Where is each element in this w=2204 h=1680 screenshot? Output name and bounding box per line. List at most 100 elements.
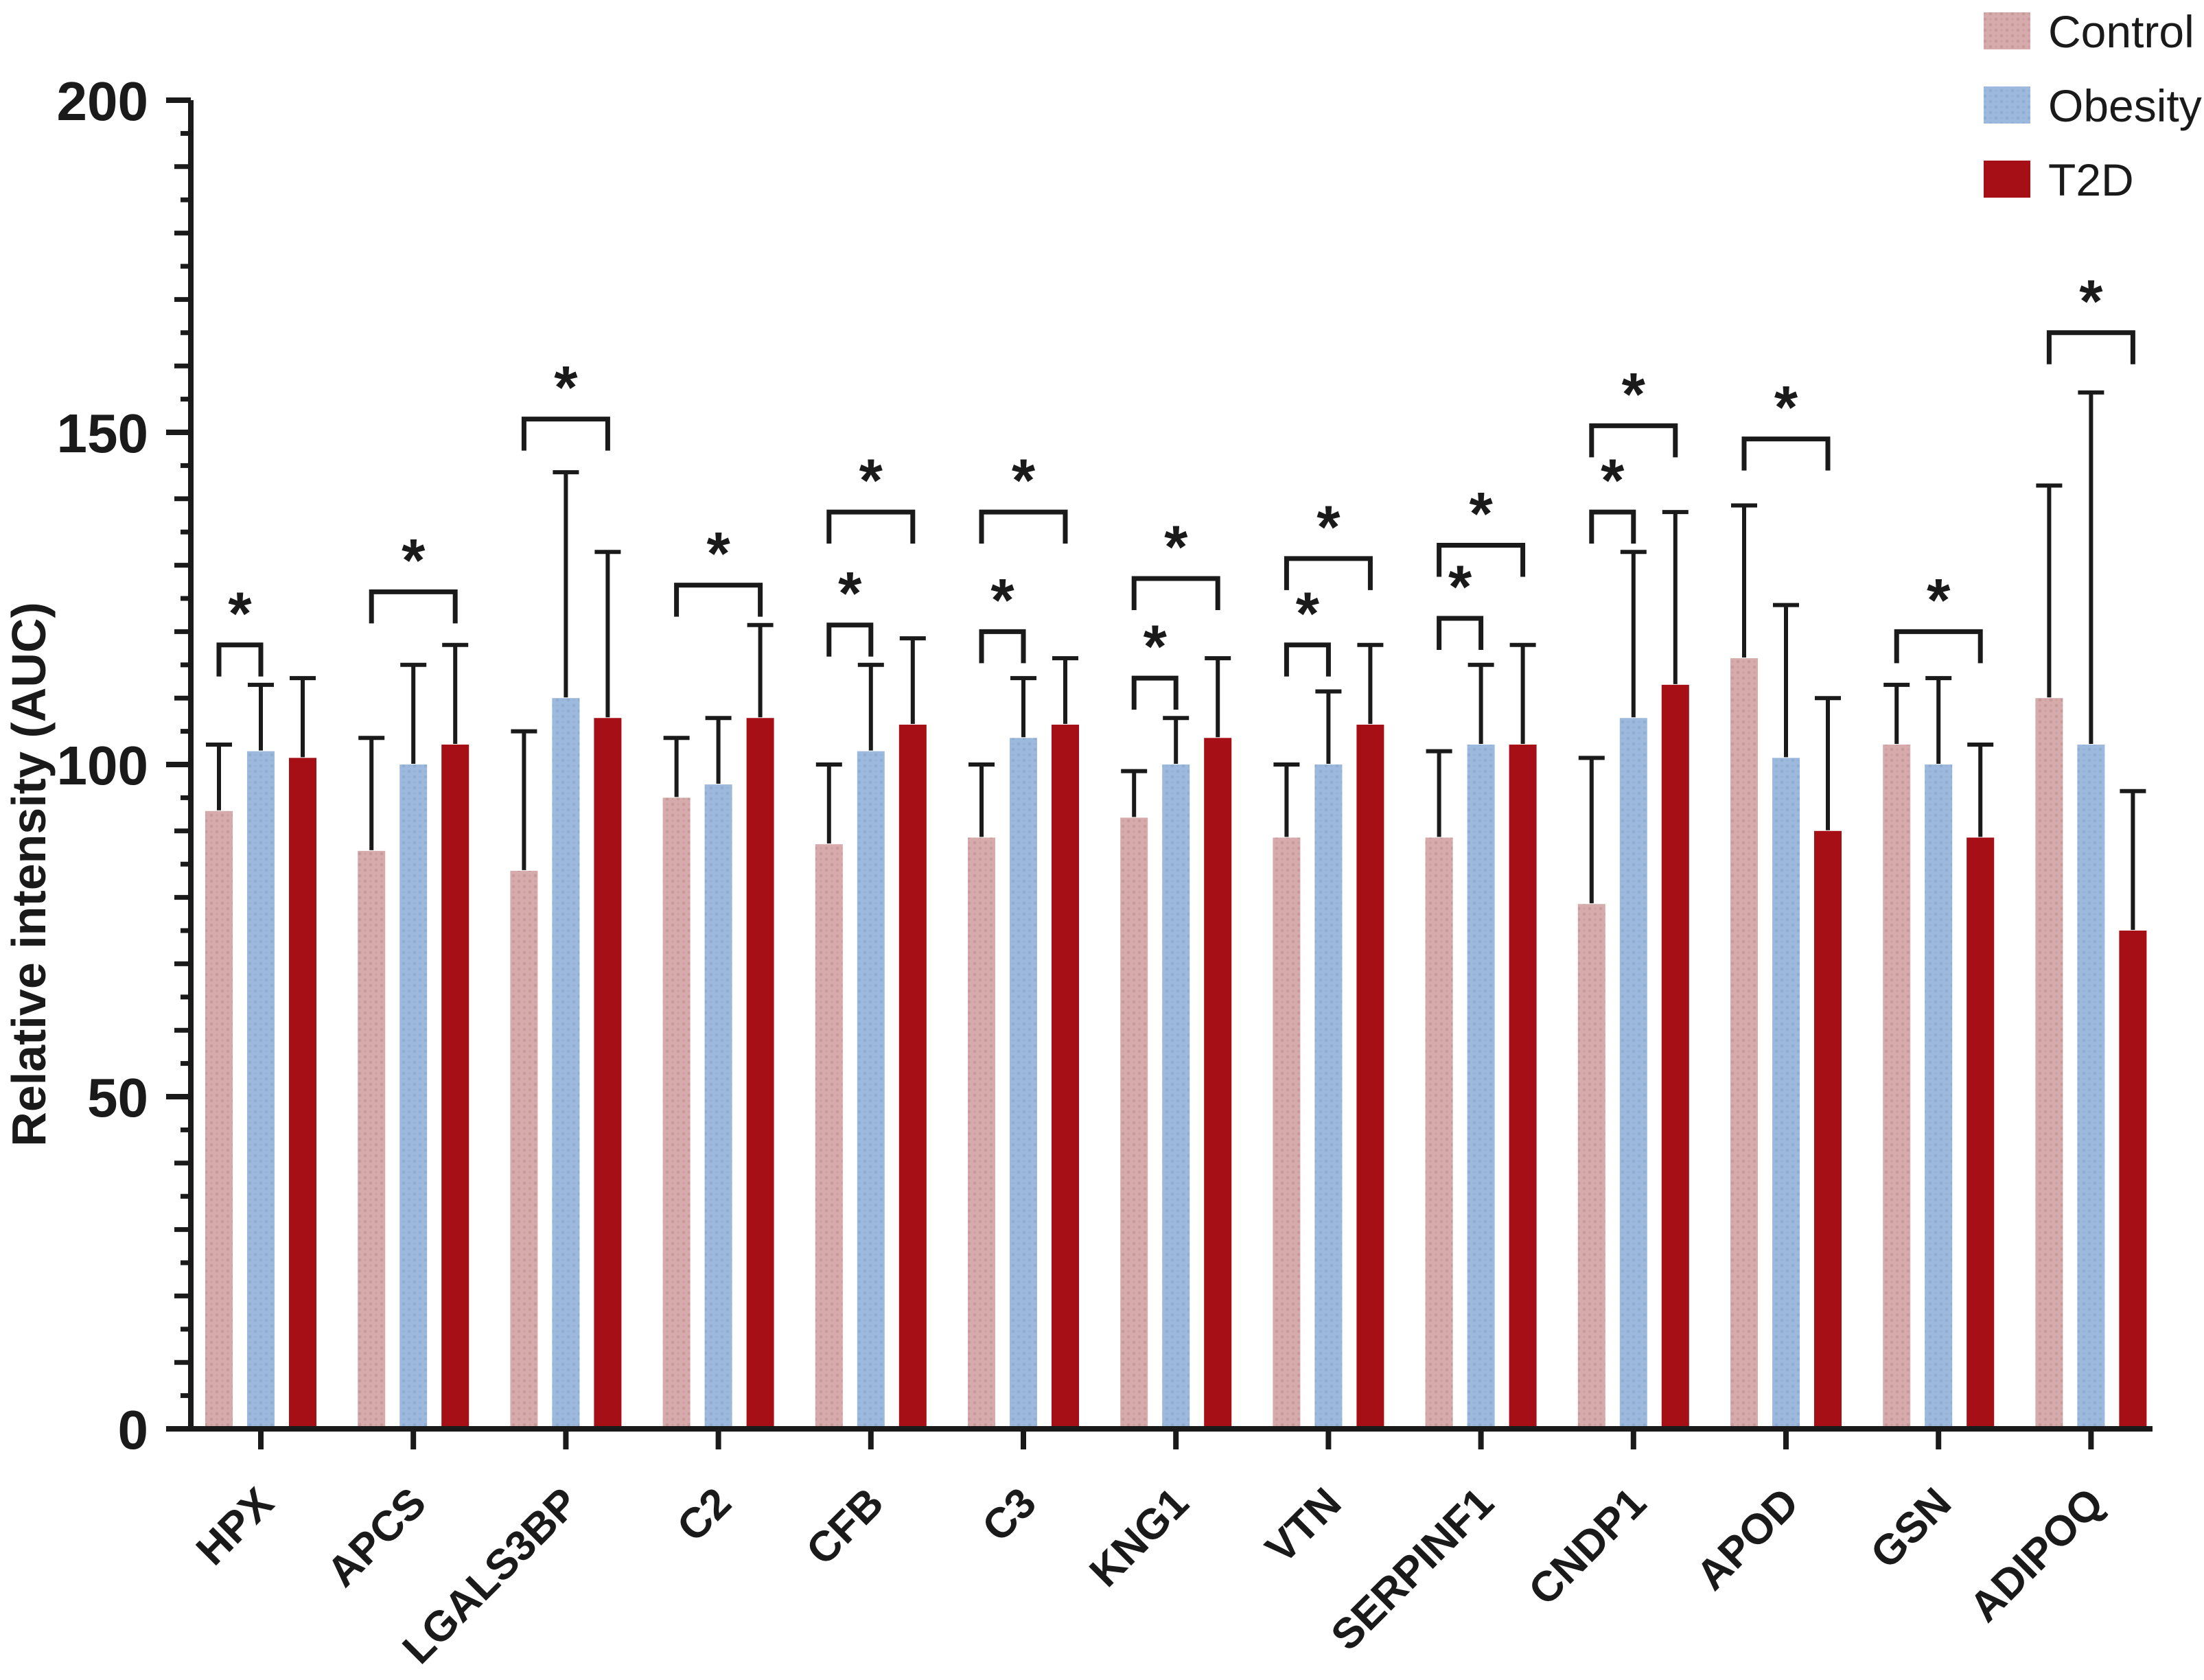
sig-asterisk: * bbox=[1601, 446, 1625, 514]
bar-obesity-ADIPOQ bbox=[2077, 744, 2105, 1429]
bar-control-C2 bbox=[662, 797, 691, 1429]
bar-obesity-C3 bbox=[1010, 738, 1037, 1429]
x-tick-label-ADIPOQ: ADIPOQ bbox=[1961, 1479, 2113, 1631]
bar-control-APOD bbox=[1730, 658, 1758, 1429]
x-tick-label-KNG1: KNG1 bbox=[1080, 1479, 1198, 1596]
bar-control-APCS bbox=[358, 850, 386, 1429]
sig-bracket bbox=[1284, 556, 1373, 590]
bar-obesity-GSN bbox=[1925, 765, 1953, 1429]
sig-asterisk: * bbox=[402, 526, 426, 594]
bar-control-SERPINF1 bbox=[1425, 837, 1453, 1429]
y-tick-label: 200 bbox=[57, 71, 148, 132]
sig-bracket bbox=[1589, 509, 1636, 544]
x-tick-label-VTN: VTN bbox=[1257, 1479, 1350, 1572]
sig-bracket bbox=[1589, 423, 1678, 458]
bar-obesity-APCS bbox=[399, 765, 428, 1429]
sig-bracket bbox=[1437, 543, 1526, 577]
bar-t2d-LGALS3BP bbox=[594, 718, 622, 1429]
y-tick-label: 100 bbox=[57, 735, 148, 796]
sig-asterisk: * bbox=[1316, 493, 1341, 561]
sig-bracket bbox=[369, 589, 458, 624]
x-tick-label-CFB: CFB bbox=[798, 1479, 893, 1574]
sig-asterisk: * bbox=[859, 446, 883, 514]
x-tick-label-C2: C2 bbox=[669, 1479, 741, 1551]
bar-t2d-CFB bbox=[898, 724, 927, 1429]
legend-label-obesity: Obesity bbox=[2048, 80, 2202, 131]
legend-swatch-t2d bbox=[1984, 161, 2030, 198]
legend-label-t2d: T2D bbox=[2048, 154, 2134, 205]
bar-t2d-APOD bbox=[1814, 830, 1842, 1429]
sig-bracket bbox=[1131, 576, 1220, 610]
sig-bracket bbox=[2046, 330, 2135, 364]
sig-bracket bbox=[826, 509, 916, 544]
significance-layer: ************** ** *** bbox=[216, 267, 2135, 710]
bar-t2d-SERPINF1 bbox=[1509, 744, 1537, 1429]
x-tick-label-APCS: APCS bbox=[318, 1479, 435, 1596]
sig-bracket bbox=[1437, 616, 1484, 651]
sig-bracket bbox=[1284, 642, 1331, 677]
bar-t2d-VTN bbox=[1356, 724, 1384, 1429]
sig-asterisk: * bbox=[554, 353, 578, 421]
sig-asterisk: * bbox=[1774, 373, 1798, 441]
bar-t2d-CNDP1 bbox=[1661, 684, 1689, 1429]
sig-asterisk: * bbox=[1144, 612, 1168, 680]
sig-asterisk: * bbox=[1448, 552, 1472, 620]
x-tick-label-SERPINF1: SERPINF1 bbox=[1322, 1479, 1503, 1659]
sig-bracket bbox=[1741, 436, 1831, 471]
sig-asterisk: * bbox=[2079, 267, 2103, 335]
bar-obesity-SERPINF1 bbox=[1467, 744, 1495, 1429]
error-bars-layer bbox=[206, 390, 2146, 930]
bars-layer bbox=[205, 658, 2147, 1430]
sig-bracket bbox=[674, 583, 763, 617]
bar-obesity-VTN bbox=[1314, 765, 1343, 1429]
sig-asterisk: * bbox=[1927, 565, 1951, 633]
sig-asterisk: * bbox=[990, 565, 1014, 633]
bar-t2d-APCS bbox=[441, 744, 469, 1429]
sig-asterisk: * bbox=[838, 559, 862, 627]
sig-asterisk: * bbox=[1296, 579, 1320, 647]
y-tick-label: 150 bbox=[57, 403, 148, 464]
legend: Control Obesity T2D bbox=[1984, 6, 2202, 205]
sig-bracket bbox=[521, 417, 610, 451]
x-tick-label-APOD: APOD bbox=[1687, 1479, 1807, 1599]
y-tick-label: 0 bbox=[118, 1399, 149, 1460]
bar-control-ADIPOQ bbox=[2035, 698, 2063, 1430]
x-tick-label-C3: C3 bbox=[973, 1479, 1045, 1551]
bar-t2d-GSN bbox=[1967, 837, 1995, 1429]
bar-obesity-KNG1 bbox=[1162, 765, 1190, 1429]
bar-obesity-APOD bbox=[1772, 758, 1800, 1429]
bar-control-GSN bbox=[1883, 744, 1911, 1429]
sig-asterisk: * bbox=[1622, 360, 1646, 428]
sig-bracket bbox=[1894, 629, 1983, 664]
bar-control-C3 bbox=[968, 837, 995, 1429]
bar-t2d-ADIPOQ bbox=[2119, 931, 2147, 1429]
x-tick-label-GSN: GSN bbox=[1861, 1479, 1960, 1578]
bar-control-VTN bbox=[1273, 837, 1301, 1429]
bar-obesity-CFB bbox=[857, 751, 885, 1429]
bar-obesity-CNDP1 bbox=[1619, 718, 1647, 1429]
x-tick-label-CNDP1: CNDP1 bbox=[1520, 1479, 1655, 1614]
sig-asterisk: * bbox=[1164, 513, 1188, 581]
sig-asterisk: * bbox=[706, 520, 730, 587]
bar-control-KNG1 bbox=[1120, 817, 1148, 1429]
x-tick-label-HPX: HPX bbox=[187, 1479, 283, 1574]
bar-control-LGALS3BP bbox=[510, 870, 538, 1429]
sig-asterisk: * bbox=[228, 579, 252, 647]
legend-swatch-obesity bbox=[1984, 86, 2030, 124]
y-tick-label: 50 bbox=[87, 1067, 148, 1128]
bar-t2d-KNG1 bbox=[1204, 738, 1232, 1429]
bar-obesity-LGALS3BP bbox=[552, 698, 580, 1430]
legend-label-control: Control bbox=[2048, 6, 2194, 57]
bar-control-HPX bbox=[205, 810, 233, 1429]
sig-asterisk: * bbox=[1469, 480, 1493, 548]
bar-t2d-C3 bbox=[1052, 724, 1079, 1429]
bar-obesity-C2 bbox=[704, 784, 732, 1429]
bar-control-CNDP1 bbox=[1577, 904, 1605, 1429]
bar-obesity-HPX bbox=[247, 751, 275, 1429]
y-axis-title: Relative intensity (AUC) bbox=[2, 602, 56, 1146]
sig-bracket bbox=[1131, 675, 1179, 710]
sig-asterisk: * bbox=[1012, 446, 1036, 514]
legend-swatch-control bbox=[1984, 12, 2030, 49]
